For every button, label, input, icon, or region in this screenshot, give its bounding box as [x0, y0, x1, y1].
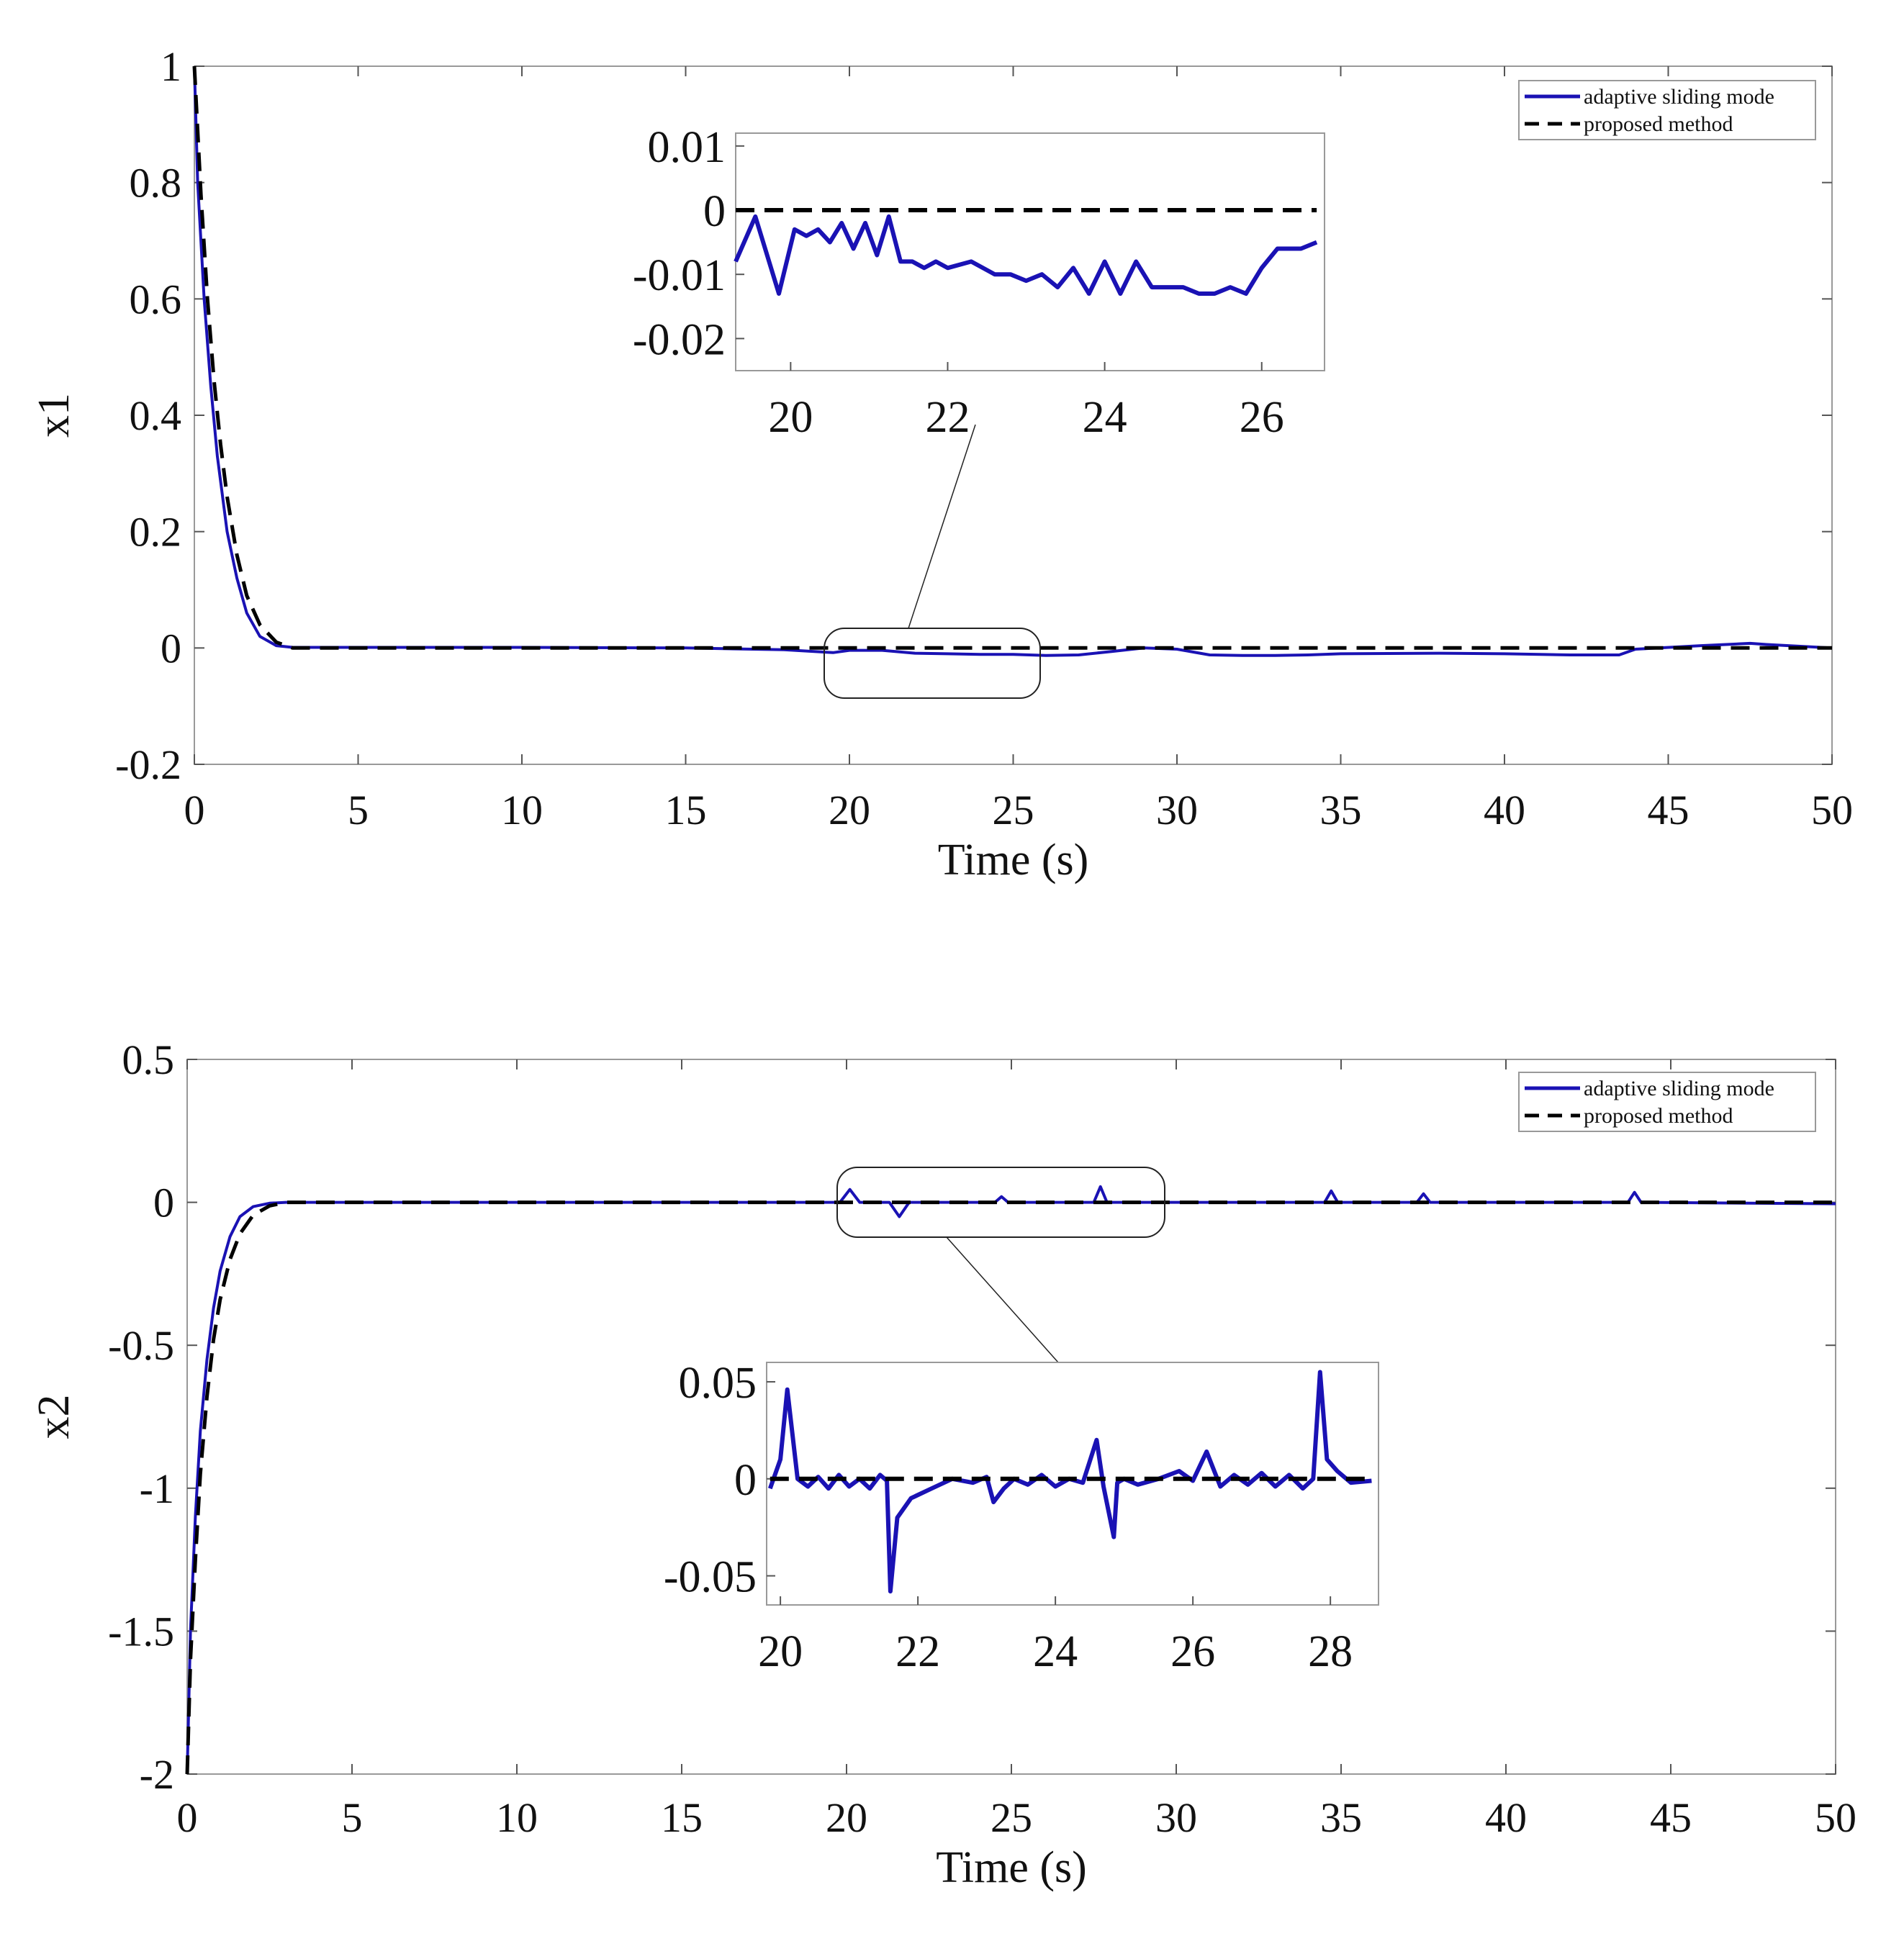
x-tick-label: 25 — [991, 1794, 1032, 1841]
y-tick-label: 0 — [161, 625, 181, 671]
x-tick-label: 35 — [1320, 787, 1362, 833]
series-proposed-method — [192, 65, 1832, 650]
y-tick-label: -0.2 — [115, 741, 181, 788]
inset-x-tick-label: 24 — [1083, 393, 1127, 442]
inset-y-tick-label: -0.05 — [664, 1553, 757, 1602]
x-tick-label: 10 — [501, 787, 543, 833]
x-axis-label: Time (s) — [936, 1843, 1087, 1892]
inset: 20 22 24 26 28 0.05 0 -0.05 — [664, 1359, 1379, 1676]
series-adaptive-sliding-mode — [193, 65, 1833, 657]
x-tick-label: 30 — [1155, 1794, 1197, 1841]
y-tick-label: 0.8 — [130, 160, 182, 207]
chart-1: 0 5 10 15 20 25 30 35 40 45 50-0.200.20.40.60.81Ti… — [30, 43, 1853, 885]
chart-2: 0 5 10 15 20 25 30 35 40 45 50 -2 -1.5 -1 -0.5 0 0.5 Time… — [30, 1036, 1856, 1892]
zoom-connector-line — [946, 1236, 1059, 1363]
zoom-region-box — [824, 628, 1041, 699]
inset-x-tick-label: 26 — [1170, 1627, 1215, 1676]
series-proposed-method — [185, 1200, 1836, 1775]
zoom-connector-line — [908, 424, 976, 629]
inset-x-tick-label: 26 — [1240, 393, 1284, 442]
y-tick-label: 1 — [161, 43, 181, 90]
inset-y-tick-label: -0.01 — [633, 251, 726, 300]
legend-label-adaptive: adaptive sliding mode — [1584, 1077, 1774, 1100]
legend-label-proposed: proposed method — [1584, 112, 1733, 136]
inset-series-adaptive-sliding-mode — [734, 214, 1318, 296]
x-tick-label: 30 — [1156, 787, 1198, 833]
y-tick-label: 0.6 — [130, 276, 182, 322]
y-tick-label: -0.5 — [108, 1322, 174, 1369]
x-tick-label: 0 — [177, 1794, 198, 1841]
x-tick-label: 20 — [829, 787, 870, 833]
y-tick-label: -1.5 — [108, 1608, 174, 1655]
x-tick-label: 5 — [348, 787, 369, 833]
y-axis-label: x1 — [30, 393, 78, 438]
x-tick-label: 10 — [496, 1794, 538, 1841]
y-tick-label: 0.4 — [130, 392, 182, 439]
y-tick-label: -2 — [140, 1751, 174, 1798]
y-tick-label: 0 — [153, 1180, 174, 1226]
inset-y-tick-label: -0.02 — [633, 315, 726, 364]
inset-x-tick-label: 22 — [925, 393, 970, 442]
inset-y-tick-label: 0 — [703, 187, 726, 236]
legend: adaptive sliding mode proposed method — [1518, 1072, 1816, 1132]
legend-label-adaptive: adaptive sliding mode — [1584, 85, 1774, 109]
x-tick-label: 35 — [1320, 1794, 1362, 1841]
legend-box — [1518, 80, 1816, 140]
x-tick-label: 40 — [1485, 1794, 1527, 1841]
x-tick-label: 25 — [993, 787, 1034, 833]
x-tick-label: 50 — [1811, 787, 1853, 833]
legend-box — [1518, 1072, 1816, 1132]
y-tick-label: -1 — [140, 1465, 174, 1512]
series-adaptive-sliding-mode — [186, 1185, 1836, 1775]
inset-y-tick-label: 0.05 — [679, 1359, 757, 1408]
y-axis-label: x2 — [30, 1395, 78, 1439]
inset-frame — [766, 1362, 1379, 1606]
inset: 20 22 24 26 0.01 0 -0.01 -0.02 — [633, 123, 1325, 442]
inset-y-tick-label: 0.01 — [648, 123, 726, 172]
inset-x-tick-label: 20 — [758, 1627, 803, 1676]
x-tick-label: 0 — [184, 787, 205, 833]
x-tick-label: 45 — [1650, 1794, 1692, 1841]
zoom-region-box — [836, 1167, 1165, 1238]
x-tick-label: 45 — [1648, 787, 1689, 833]
x-tick-label: 5 — [342, 1794, 363, 1841]
x-tick-label: 15 — [661, 1794, 703, 1841]
inset-frame — [735, 132, 1325, 371]
inset-x-tick-label: 22 — [895, 1627, 940, 1676]
inset-x-tick-label: 24 — [1033, 1627, 1078, 1676]
x-tick-label: 15 — [665, 787, 707, 833]
inset-x-tick-label: 28 — [1308, 1627, 1353, 1676]
inset-y-tick-label: 0 — [734, 1456, 757, 1505]
x-tick-label: 50 — [1815, 1794, 1856, 1841]
inset-x-tick-label: 20 — [768, 393, 813, 442]
y-tick-label: 0.5 — [122, 1036, 175, 1083]
y-tick-label: 0.2 — [130, 509, 182, 556]
inset-series-adaptive-sliding-mode — [767, 1370, 1372, 1594]
legend-label-proposed: proposed method — [1584, 1104, 1733, 1128]
x-tick-label: 20 — [826, 1794, 867, 1841]
x-axis-label: Time (s) — [938, 836, 1089, 885]
legend: adaptive sliding mode proposed method — [1518, 80, 1816, 140]
x-tick-label: 40 — [1484, 787, 1525, 833]
